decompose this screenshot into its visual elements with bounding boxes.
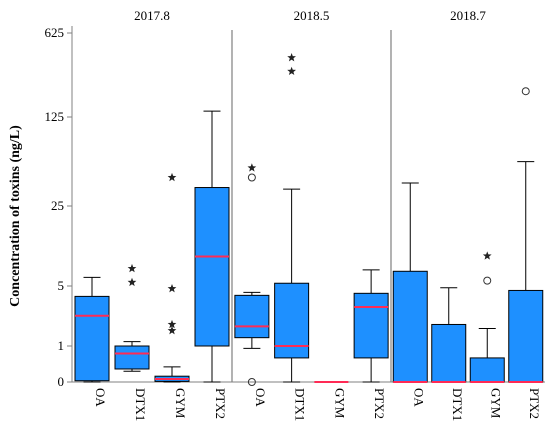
extreme-point — [167, 172, 177, 182]
box-gym: GYM — [314, 381, 349, 419]
panel-title: 2018.5 — [294, 8, 330, 23]
box-dtx1: DTX1 — [114, 263, 150, 421]
category-label: DTX1 — [450, 388, 465, 421]
box-oa: OA — [74, 276, 110, 407]
box-ptx2: PTX2 — [194, 110, 230, 419]
category-label: OA — [93, 388, 108, 407]
category-label: PTX2 — [213, 388, 228, 419]
box-iqr — [508, 289, 544, 383]
extreme-point — [287, 53, 296, 62]
y-tick-label: 625 — [45, 25, 65, 40]
y-tick-label: 125 — [45, 109, 65, 124]
box-iqr — [234, 294, 270, 339]
box-iqr — [392, 270, 428, 383]
y-tick-label: 5 — [58, 278, 65, 293]
box-iqr — [431, 323, 467, 383]
panel-title: 2018.7 — [450, 8, 486, 23]
extreme-point — [167, 284, 177, 293]
extreme-point — [287, 66, 296, 76]
box-oa: OA — [234, 163, 270, 407]
category-label: PTX2 — [527, 388, 542, 419]
extreme-point — [127, 277, 137, 287]
extreme-point — [167, 319, 177, 329]
box-iqr — [114, 345, 150, 370]
box-gym: GYM — [154, 172, 190, 419]
category-label: OA — [411, 388, 426, 407]
outlier-point — [521, 87, 530, 96]
y-tick-label: 0 — [58, 374, 65, 389]
category-label: GYM — [173, 388, 188, 419]
outlier-point — [247, 378, 256, 386]
category-label: DTX1 — [133, 388, 148, 421]
extreme-point — [247, 163, 257, 172]
extreme-point — [127, 263, 137, 273]
category-label: GYM — [488, 388, 503, 419]
box-iqr — [353, 292, 389, 359]
box-iqr — [194, 187, 230, 347]
box-dtx1: DTX1 — [274, 53, 310, 421]
extreme-point — [167, 326, 177, 335]
box-iqr — [469, 357, 505, 383]
box-ptx2: PTX2 — [353, 269, 389, 419]
box-dtx1: DTX1 — [431, 287, 467, 421]
panel-2: 2018.5 OA DTX1 GYM PTX2 — [234, 8, 389, 421]
box-oa: OA — [392, 182, 428, 407]
panel-1: 2017.8 OA DTX1 GYM PTX2 — [74, 8, 230, 421]
category-label: GYM — [332, 388, 347, 419]
y-tick-label: 1 — [58, 338, 65, 353]
category-label: PTX2 — [372, 388, 387, 419]
panel-title: 2017.8 — [134, 8, 170, 23]
category-label: DTX1 — [293, 388, 308, 421]
box-ptx2: PTX2 — [508, 87, 544, 419]
category-label: OA — [253, 388, 268, 407]
outlier-point — [483, 276, 492, 285]
y-tick-label: 25 — [51, 198, 64, 213]
box-gym: GYM — [469, 251, 505, 419]
box-iqr — [74, 295, 110, 382]
outlier-point — [247, 173, 256, 182]
extreme-point — [482, 251, 492, 260]
panel-3: 2018.7 OA DTX1 GYM PTX2 — [392, 8, 544, 421]
y-axis-title: Concentration of toxins (ng/L) — [8, 125, 23, 307]
